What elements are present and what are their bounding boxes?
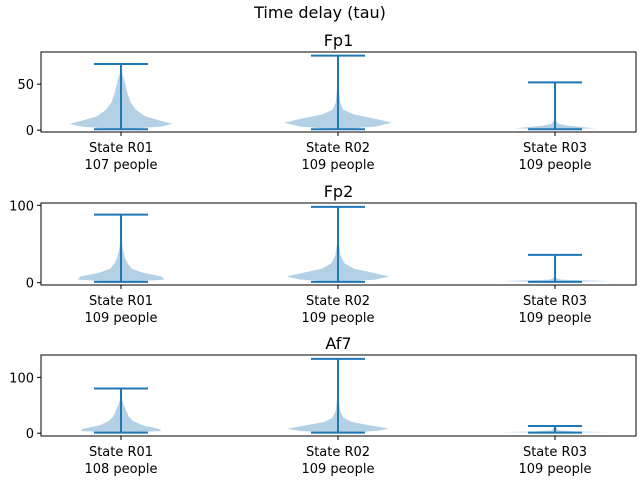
y-tick-label: 0: [26, 124, 34, 139]
x-tick-label-count: 109 people: [301, 311, 374, 326]
x-tick-label-state: State R02: [306, 445, 370, 460]
x-tick-label-count: 108 people: [84, 462, 157, 477]
x-tick-label-count: 109 people: [518, 158, 591, 173]
x-tick-label-count: 109 people: [84, 311, 157, 326]
y-tick-label: 100: [9, 199, 34, 214]
x-tick-label-state: State R02: [306, 294, 370, 309]
x-tick-label-state: State R03: [523, 141, 587, 156]
x-tick-label-count: 109 people: [301, 462, 374, 477]
subplot-af7: Af7 0 100 State R01 108 people State R02 109 p…: [9, 334, 637, 477]
x-tick-label-state: State R03: [523, 445, 587, 460]
x-tick-label-count: 109 people: [301, 158, 374, 173]
subplot-title: Af7: [325, 334, 351, 353]
subplot-title: Fp1: [324, 31, 354, 50]
subplot-fp1: Fp1 0 50 State R01 107 people State R02 109 pe…: [17, 31, 637, 173]
x-tick-label-count: 109 people: [518, 311, 591, 326]
y-tick-label: 100: [9, 371, 34, 386]
x-tick-label-state: State R01: [89, 445, 153, 460]
x-tick-label-state: State R01: [89, 294, 153, 309]
x-tick-label-state: State R03: [523, 294, 587, 309]
x-tick-label-state: State R02: [306, 141, 370, 156]
x-tick-label-count: 109 people: [518, 462, 591, 477]
x-tick-label-count: 107 people: [84, 158, 157, 173]
y-tick-label: 0: [26, 277, 34, 292]
x-tick-label-state: State R01: [89, 141, 153, 156]
y-tick-label: 0: [26, 427, 34, 442]
subplot-title: Fp2: [324, 182, 354, 201]
y-tick-label: 50: [17, 78, 34, 93]
figure-title: Time delay (tau): [253, 3, 386, 22]
subplot-fp2: Fp2 0 100 State R01 109 people State R02 109 p…: [9, 182, 637, 326]
